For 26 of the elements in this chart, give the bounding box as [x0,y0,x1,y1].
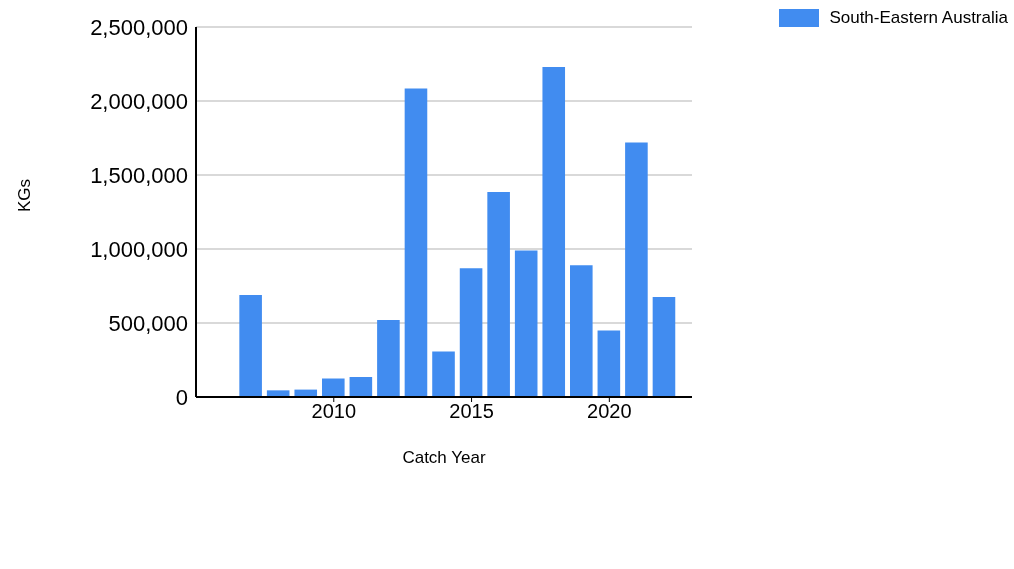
legend-label: South-Eastern Australia [829,8,1008,28]
x-axis-title: Catch Year [402,448,486,467]
y-tick-label: 2,500,000 [90,14,188,40]
bar [239,294,262,397]
bar [652,297,676,397]
y-tick-label: 1,000,000 [90,236,188,262]
bar [597,330,621,397]
x-tick-label: 2015 [449,400,494,423]
bar [514,250,538,397]
bar [377,320,400,397]
x-tick-label: 2020 [587,400,632,423]
y-axis-title: KGs [15,178,35,212]
bar [349,377,373,397]
bar [404,88,428,397]
y-tick-label: 0 [175,384,188,410]
bar [487,192,510,397]
y-tick-label: 500,000 [108,310,188,336]
bar [542,66,566,397]
bar [459,268,483,397]
bar [625,142,648,397]
y-tick-label: 2,000,000 [90,88,188,114]
bar [570,265,593,397]
bar [322,378,345,397]
bar [432,351,455,397]
y-tick-label: 1,500,000 [90,162,188,188]
x-tick-label: 2010 [311,400,357,423]
